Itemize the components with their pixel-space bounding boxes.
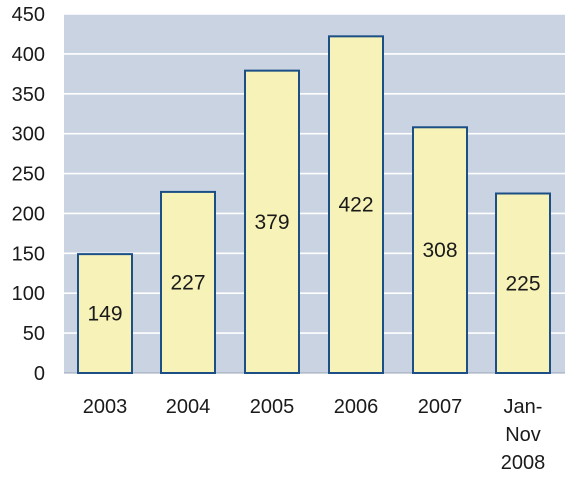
x-category-label: 2005 (250, 396, 295, 418)
x-category-label-line: Jan- (504, 396, 543, 418)
y-tick-label: 450 (12, 4, 45, 26)
x-category-label: Jan- Nov 2008 (501, 396, 546, 474)
x-category-label-line: 2006 (334, 396, 379, 418)
y-tick-label: 250 (12, 164, 45, 186)
bar (412, 126, 468, 375)
y-tick-label: 200 (12, 203, 45, 225)
bar (77, 253, 133, 374)
bar-data-label: 422 (338, 194, 373, 217)
x-category-label: 2003 (83, 396, 128, 418)
y-tick-label: 100 (12, 283, 45, 305)
x-category-label: 2004 (166, 396, 211, 418)
bars: 149 227 379 422 308 225 (77, 35, 551, 375)
y-tick-label: 350 (12, 84, 45, 106)
x-category-label-line: 2008 (501, 452, 546, 474)
y-tick-label: 400 (12, 44, 45, 66)
bar-data-label: 379 (254, 211, 289, 234)
bar (244, 69, 300, 375)
x-category-label-line: 2005 (250, 396, 295, 418)
bar (495, 192, 551, 374)
y-tick-label: 50 (23, 323, 45, 345)
x-category-label: 2007 (418, 396, 463, 418)
y-tick-label: 150 (12, 243, 45, 265)
bar (160, 190, 216, 374)
bar-data-label: 225 (505, 272, 540, 295)
x-category-label-line: Nov (505, 424, 541, 446)
bar (328, 35, 384, 375)
gridlines (64, 13, 565, 374)
x-category-label-line: 2007 (418, 396, 463, 418)
x-category-label-line: 2004 (166, 396, 211, 418)
y-axis-tick-labels: 0 50 100 150 200 250 300 350 400 450 (12, 4, 45, 385)
x-axis-category-labels: 2003 2004 2005 2006 2007 Jan- Nov 2008 (83, 396, 546, 474)
y-tick-label: 300 (12, 124, 45, 146)
bar-data-label: 149 (87, 303, 122, 326)
plot-area (64, 14, 565, 373)
bar-data-label: 308 (422, 239, 457, 262)
x-category-label-line: 2003 (83, 396, 128, 418)
x-category-label: 2006 (334, 396, 379, 418)
bar-data-label: 227 (170, 271, 205, 294)
y-tick-label: 0 (34, 363, 45, 385)
